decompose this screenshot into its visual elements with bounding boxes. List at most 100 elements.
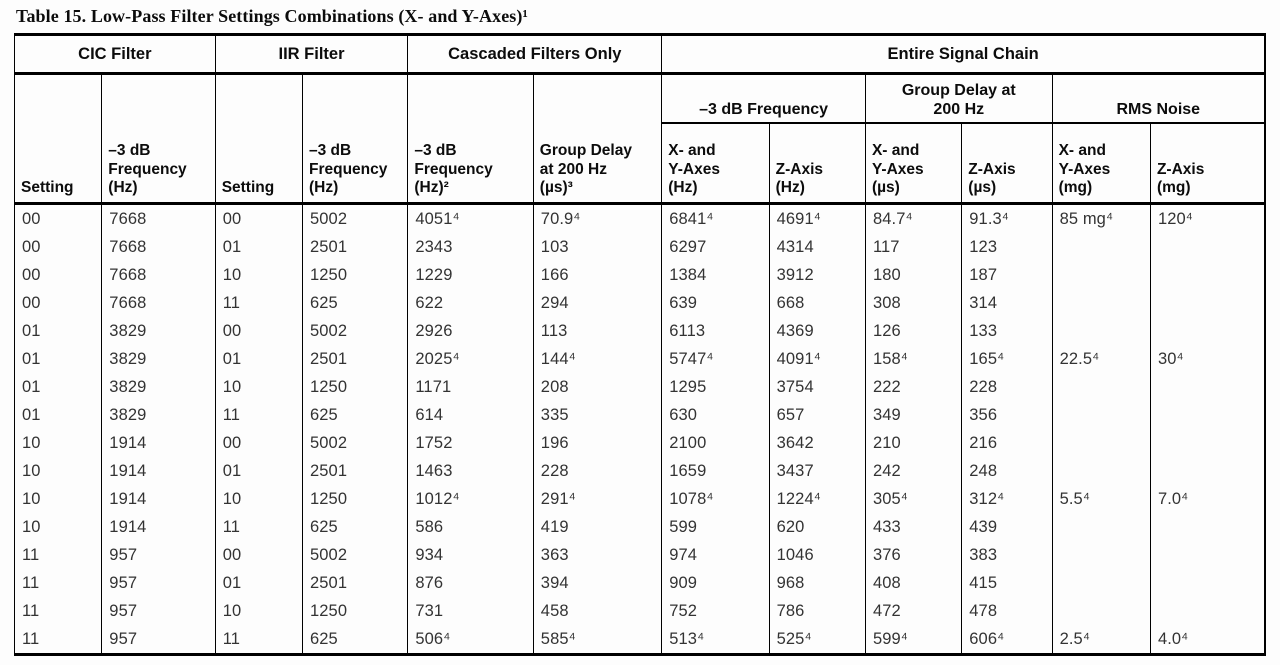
table-cell: 187 xyxy=(961,261,1053,289)
table-cell: 228 xyxy=(961,373,1053,401)
table-cell: 478 xyxy=(961,597,1053,625)
table-cell: 2501 xyxy=(301,345,408,373)
table-cell: 5.5⁴ xyxy=(1051,485,1151,513)
table-row: 10 1914 00 5002 1752 196 2100 3642 210 216 xyxy=(13,429,1265,457)
table-cell: 103 xyxy=(532,233,662,261)
col-header-iir-freq: –3 dB Frequency (Hz) xyxy=(301,73,408,205)
table-cell: 7668 xyxy=(101,289,216,317)
table-row: 11 957 11 625 506⁴ 585⁴ 513⁴ 525⁴ 599⁴ 606⁴ 2.5⁴ 4.… xyxy=(13,625,1265,655)
table-row: 11 957 10 1250 731 458 752 786 472 478 xyxy=(13,597,1265,625)
table-cell: 133 xyxy=(961,317,1053,345)
table-cell: 3642 xyxy=(768,429,866,457)
table-cell xyxy=(1051,373,1151,401)
table-cell: 11 xyxy=(13,569,102,597)
table-cell xyxy=(1051,429,1151,457)
table-cell: 335 xyxy=(532,401,662,429)
table-cell: 1914 xyxy=(101,429,216,457)
table-cell: 01 xyxy=(13,317,102,345)
table-cell: 1752 xyxy=(407,429,534,457)
table-cell: 3829 xyxy=(101,373,216,401)
table-cell: 70.9⁴ xyxy=(532,203,662,233)
table-cell: 165⁴ xyxy=(961,345,1053,373)
table-cell: 11 xyxy=(214,289,303,317)
table-cell: 630 xyxy=(661,401,770,429)
table-cell: 394 xyxy=(532,569,662,597)
table-cell: 1224⁴ xyxy=(768,485,866,513)
table-cell: 1046 xyxy=(768,541,866,569)
table-cell xyxy=(1051,457,1151,485)
table-cell: 208 xyxy=(532,373,662,401)
table-cell: 30⁴ xyxy=(1149,345,1265,373)
table-cell: 01 xyxy=(13,345,102,373)
table-cell xyxy=(1149,457,1265,485)
table-row: 00 7668 01 2501 2343 103 6297 4314 117 123 xyxy=(13,233,1265,261)
table-cell xyxy=(1149,317,1265,345)
table-cell: 4091⁴ xyxy=(768,345,866,373)
table-cell: 10 xyxy=(13,429,102,457)
table-cell: 84.7⁴ xyxy=(864,203,962,233)
col-header-iir-setting: Setting xyxy=(214,73,303,205)
table-cell: 599⁴ xyxy=(864,625,962,655)
table-body: 00 7668 00 5002 4051⁴ 70.9⁴ 6841⁴ 4691⁴ 84.7⁴ 91.… xyxy=(13,203,1265,655)
table-cell: 01 xyxy=(214,233,303,261)
table-row: 10 1914 11 625 586 419 599 620 433 439 xyxy=(13,513,1265,541)
table-cell: 180 xyxy=(864,261,962,289)
subgroup-header-3db-frequency: –3 dB Frequency xyxy=(661,73,866,124)
table-cell: 472 xyxy=(864,597,962,625)
table-cell: 10 xyxy=(214,261,303,289)
table-cell: 5002 xyxy=(301,317,408,345)
group-header-cic-filter: CIC Filter xyxy=(14,34,216,75)
table-cell: 10 xyxy=(214,373,303,401)
table-cell: 419 xyxy=(532,513,662,541)
table-row: 00 7668 11 625 622 294 639 668 308 314 xyxy=(13,289,1265,317)
table-cell: 383 xyxy=(961,541,1053,569)
table-cell: 1914 xyxy=(101,513,216,541)
table-cell: 1463 xyxy=(407,457,534,485)
table-row: 01 3829 01 2501 2025⁴ 144⁴ 5747⁴ 4091⁴ 158⁴ 165⁴ 2… xyxy=(13,345,1265,373)
table-cell: 7668 xyxy=(101,261,216,289)
table-cell: 126 xyxy=(864,317,962,345)
table-cell: 786 xyxy=(768,597,866,625)
table-cell: 11 xyxy=(13,625,102,655)
table-cell: 210 xyxy=(864,429,962,457)
table-cell: 1659 xyxy=(661,457,770,485)
table-cell: 957 xyxy=(101,597,216,625)
table-row: 01 3829 00 5002 2926 113 6113 4369 126 133 xyxy=(13,317,1265,345)
table-cell: 974 xyxy=(661,541,770,569)
table-cell: 00 xyxy=(214,203,303,233)
table-cell: 585⁴ xyxy=(532,625,662,655)
table-cell: 731 xyxy=(407,597,534,625)
table-cell: 5747⁴ xyxy=(661,345,770,373)
table-cell: 1229 xyxy=(407,261,534,289)
table-cell: 639 xyxy=(661,289,770,317)
table-cell xyxy=(1051,569,1151,597)
table-cell: 668 xyxy=(768,289,866,317)
table-cell: 216 xyxy=(961,429,1053,457)
unit-header-row: X- and Y-Axes (Hz) Z-Axis (Hz) X- and Y-… xyxy=(15,123,1265,205)
table-cell xyxy=(1051,289,1151,317)
table-cell xyxy=(1149,429,1265,457)
table-cell: 2.5⁴ xyxy=(1051,625,1151,655)
table-cell: 620 xyxy=(768,513,866,541)
table-cell xyxy=(1051,233,1151,261)
table-cell: 7.0⁴ xyxy=(1149,485,1265,513)
table-cell: 3829 xyxy=(101,345,216,373)
table-cell: 91.3⁴ xyxy=(961,203,1053,233)
col-header-chain-delay-z: Z-Axis (µs) xyxy=(961,123,1053,205)
table-cell: 1384 xyxy=(661,261,770,289)
table-cell xyxy=(1149,289,1265,317)
col-header-cascaded-freq: –3 dB Frequency (Hz)² xyxy=(407,73,534,205)
table-cell: 356 xyxy=(961,401,1053,429)
table-cell: 01 xyxy=(214,457,303,485)
table-cell xyxy=(1149,401,1265,429)
table-cell: 00 xyxy=(214,541,303,569)
table-cell: 242 xyxy=(864,457,962,485)
table-cell: 3437 xyxy=(768,457,866,485)
col-header-noise-xy: X- and Y-Axes (mg) xyxy=(1051,123,1151,205)
table-cell: 291⁴ xyxy=(532,485,662,513)
col-header-chain-delay-xy: X- and Y-Axes (µs) xyxy=(864,123,962,205)
table-cell: 117 xyxy=(864,233,962,261)
table-cell: 1295 xyxy=(661,373,770,401)
table-cell: 1914 xyxy=(101,485,216,513)
